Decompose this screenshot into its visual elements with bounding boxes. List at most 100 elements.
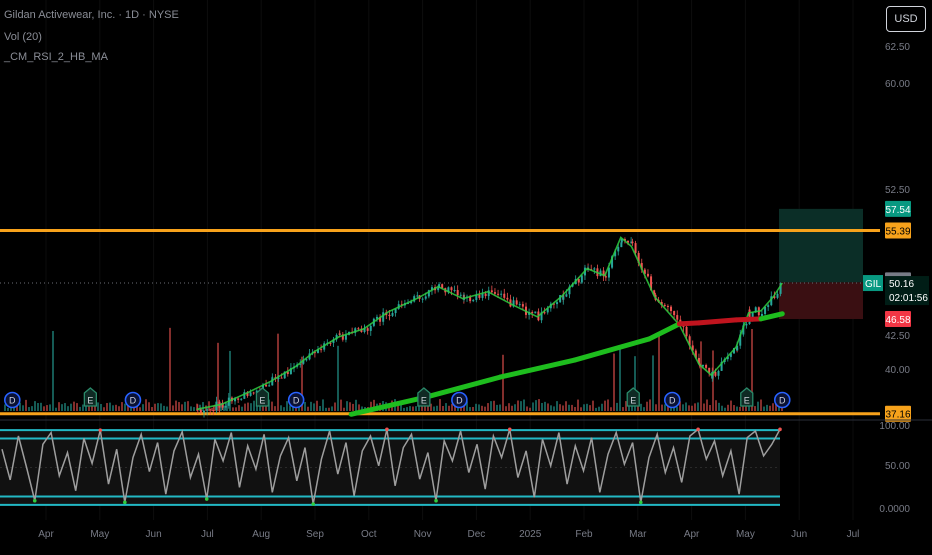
volume-bar — [193, 407, 195, 411]
last-price-label: 50.16 — [889, 279, 914, 290]
volume-bar — [703, 403, 705, 411]
candle-body — [637, 252, 640, 263]
candle-body — [424, 296, 427, 299]
candle-body — [407, 303, 410, 305]
volume-bar — [31, 406, 33, 411]
volume-bar — [277, 333, 279, 411]
x-tick-label: Dec — [468, 529, 486, 540]
candle-body — [388, 314, 391, 316]
volume-bar — [25, 399, 27, 411]
candle-body — [206, 409, 209, 411]
volume-bar — [172, 405, 174, 411]
volume-bar — [760, 399, 762, 411]
candles — [196, 237, 782, 418]
volume-bar — [271, 401, 273, 411]
candle-body — [375, 316, 378, 319]
volume-bar — [235, 407, 237, 411]
volume-bar — [676, 406, 678, 411]
volume-bar — [628, 404, 630, 411]
candle-body — [770, 296, 773, 306]
volume-bar — [499, 404, 501, 411]
currency-button[interactable]: USD — [886, 6, 926, 32]
candle-body — [199, 409, 202, 413]
volume-bar — [529, 407, 531, 411]
volume-bar — [463, 405, 465, 411]
indicator-legend[interactable]: _CM_RSI_2_HB_MA — [4, 51, 108, 63]
candle-body — [543, 312, 546, 314]
volume-bar — [262, 404, 264, 411]
y-tick-label: 52.50 — [885, 185, 910, 196]
candle-body — [335, 334, 338, 340]
volume-bar — [682, 404, 684, 411]
candle-body — [611, 256, 614, 268]
volume-bar — [757, 401, 759, 411]
volume-bar — [52, 330, 54, 411]
earnings-marker — [626, 387, 640, 407]
candle-body — [682, 325, 685, 327]
x-tick-label: Feb — [575, 529, 593, 540]
volume-legend[interactable]: Vol (20) — [4, 31, 42, 43]
candle-body — [720, 361, 723, 371]
volume-bar — [88, 402, 90, 411]
volume-bar — [256, 406, 258, 411]
volume-bar — [571, 404, 573, 411]
volume-bar — [73, 401, 75, 411]
candle-body — [521, 304, 524, 307]
x-tick-label: Jul — [847, 529, 860, 540]
candle-body — [694, 350, 697, 358]
candle-body — [673, 311, 676, 316]
x-tick-label: Jun — [146, 529, 162, 540]
candle-body — [234, 398, 237, 402]
candle-body — [363, 328, 366, 332]
volume-bar — [121, 402, 123, 411]
candle-body — [593, 268, 596, 270]
volume-bar — [325, 407, 327, 411]
volume-bar — [109, 402, 111, 411]
volume-bar — [658, 332, 660, 411]
earnings-marker — [255, 387, 270, 407]
candle-body — [650, 276, 653, 291]
dividend-marker — [773, 391, 791, 409]
volume-bar — [22, 405, 24, 411]
candle-body — [299, 363, 302, 365]
y-tick-label: 60.00 — [885, 79, 910, 90]
candle-body — [614, 251, 617, 257]
volume-bar — [481, 405, 483, 411]
volume-bar — [148, 402, 150, 411]
symbol-badge: GIL — [865, 279, 882, 290]
candle-body — [209, 409, 212, 411]
event-marker-label: E — [630, 396, 636, 406]
volume-bar — [724, 407, 726, 411]
candle-body — [577, 279, 580, 283]
candle-body — [518, 304, 521, 306]
volume-bar — [43, 406, 45, 411]
volume-bar — [64, 403, 66, 411]
volume-bar — [685, 402, 687, 411]
volume-bar — [160, 403, 162, 411]
volume-bar — [106, 403, 108, 411]
x-tick-label: Sep — [306, 529, 324, 540]
volume-bar — [613, 353, 615, 411]
candle-body — [478, 294, 481, 298]
volume-bar — [718, 402, 720, 411]
volume-bar — [700, 341, 702, 411]
candle-body — [280, 377, 283, 379]
volume-bar — [187, 401, 189, 411]
rsi-overbought-dot — [778, 427, 782, 432]
volume-bar — [739, 406, 741, 411]
volume-bar — [67, 406, 69, 411]
rsi-tick-label: 50.00 — [885, 461, 910, 472]
volume-bar — [598, 406, 600, 411]
symbol-title[interactable]: Gildan Activewear, Inc. · 1D · NYSE — [4, 9, 179, 21]
candle-body — [246, 392, 249, 396]
volume-bar — [283, 407, 285, 411]
volume-bar — [493, 400, 495, 411]
candle-body — [265, 384, 268, 387]
dividend-marker — [663, 391, 681, 409]
rsi-line — [1, 427, 781, 505]
volume-bar — [250, 403, 252, 411]
candle-body — [552, 303, 555, 305]
y-tick-label: 62.50 — [885, 42, 910, 53]
